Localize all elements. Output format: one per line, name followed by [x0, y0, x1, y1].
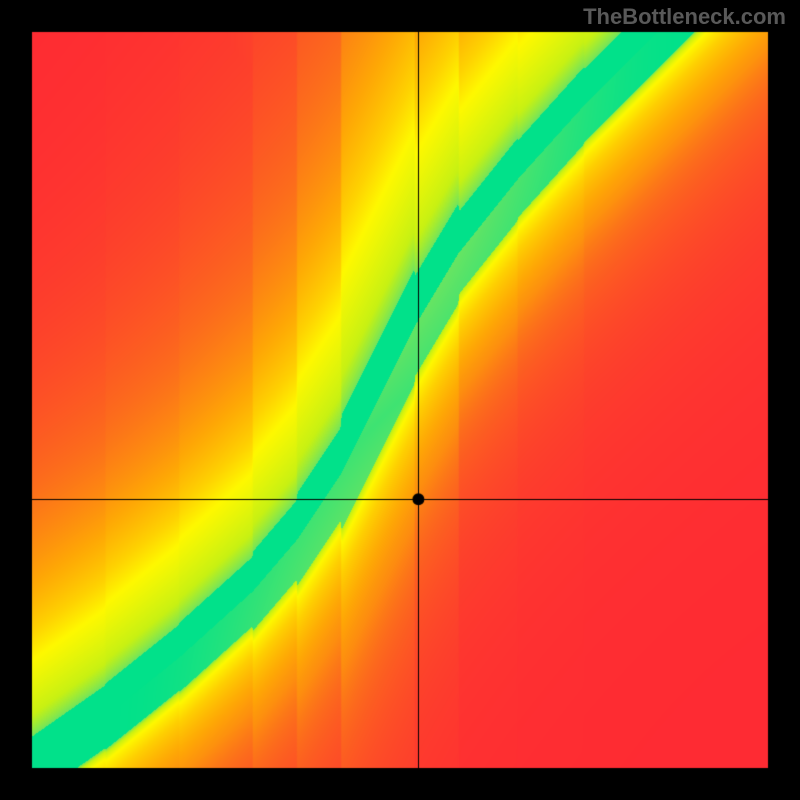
watermark-text: TheBottleneck.com — [583, 4, 786, 30]
chart-container: { "watermark": { "text": "TheBottleneck.… — [0, 0, 800, 800]
bottleneck-heatmap — [0, 0, 800, 800]
